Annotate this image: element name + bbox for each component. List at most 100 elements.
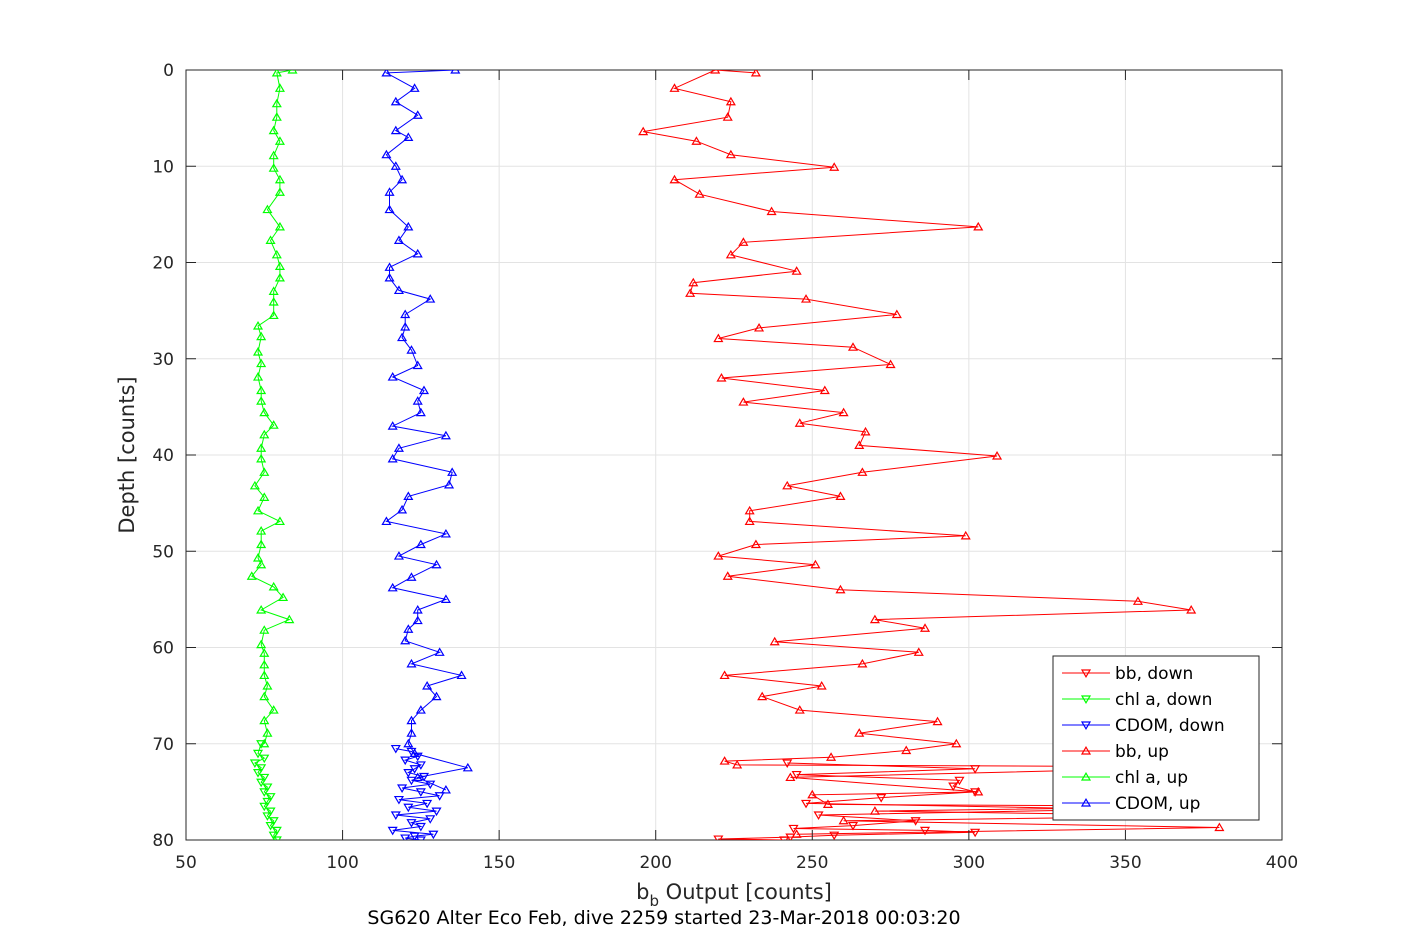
- data-point: [406, 715, 417, 725]
- data-point: [259, 715, 270, 725]
- series-line: [718, 762, 1126, 840]
- data-point: [960, 530, 971, 540]
- data-point: [278, 592, 289, 602]
- data-point: [412, 604, 423, 614]
- data-point: [268, 150, 279, 160]
- legend-item: chl a, down: [1062, 690, 1212, 710]
- data-point: [919, 623, 931, 632]
- data-point: [722, 571, 733, 580]
- data-point: [262, 204, 273, 214]
- data-point: [838, 407, 849, 417]
- data-point: [638, 126, 649, 136]
- data-point: [262, 681, 273, 690]
- data-point: [265, 793, 276, 802]
- data-point: [256, 453, 267, 463]
- data-point: [901, 745, 912, 755]
- data-point: [268, 581, 279, 591]
- y-tick-label: 0: [163, 61, 174, 81]
- data-point: [390, 96, 401, 106]
- y-tick-label: 20: [152, 254, 174, 274]
- figure-caption: SG620 Alter Eco Feb, dive 2259 started 2…: [367, 907, 960, 929]
- data-point: [256, 559, 267, 569]
- data-point: [409, 83, 420, 92]
- data-point: [788, 824, 799, 834]
- data-point: [440, 594, 451, 603]
- legend-swatch-marker: [1080, 695, 1092, 704]
- data-point: [766, 206, 777, 216]
- legend-swatch-marker: [1080, 798, 1092, 807]
- data-point: [807, 789, 818, 799]
- y-tick-label: 50: [152, 542, 174, 562]
- data-point: [406, 572, 417, 581]
- data-point: [829, 162, 840, 171]
- legend: bb, down chl a, down CDOM, down bb, up chl a…: [1052, 655, 1260, 821]
- y-tick-label: 80: [152, 831, 174, 851]
- data-point: [800, 294, 812, 303]
- data-point: [813, 811, 824, 820]
- data-point: [256, 358, 267, 368]
- data-point: [835, 584, 846, 594]
- data-point: [403, 738, 414, 748]
- data-point: [387, 582, 398, 592]
- data-point: [256, 764, 267, 773]
- data-point: [885, 359, 896, 369]
- data-point: [869, 614, 880, 624]
- legend-box: [1052, 655, 1260, 821]
- data-point: [948, 782, 959, 792]
- data-point: [694, 189, 705, 198]
- data-point: [256, 639, 267, 649]
- data-point: [252, 347, 264, 356]
- data-point: [428, 830, 439, 840]
- data-point: [422, 681, 433, 690]
- data-point: [265, 821, 276, 831]
- legend-label: chl a, up: [1115, 768, 1188, 788]
- data-point: [259, 492, 270, 501]
- data-point: [397, 504, 408, 514]
- data-point: [387, 372, 398, 381]
- series-3: [638, 70, 1225, 838]
- data-point: [262, 812, 273, 821]
- y-axis-label: Depth [counts]: [115, 376, 139, 533]
- data-point: [271, 826, 282, 836]
- data-point: [393, 443, 404, 452]
- data-point: [857, 467, 868, 476]
- data-point: [440, 784, 451, 794]
- data-point: [252, 553, 264, 562]
- data-point: [791, 829, 802, 838]
- data-point: [412, 248, 423, 258]
- data-point: [951, 738, 962, 748]
- data-point: [265, 807, 276, 817]
- data-point: [256, 443, 267, 452]
- data-point: [274, 136, 285, 145]
- data-point: [973, 786, 984, 796]
- data-point: [393, 551, 404, 560]
- data-point: [259, 659, 270, 669]
- data-point: [268, 296, 279, 306]
- data-point: [400, 635, 411, 645]
- data-point: [284, 614, 295, 624]
- legend-label: bb, up: [1115, 742, 1169, 762]
- data-point: [400, 322, 411, 331]
- data-point: [794, 418, 805, 427]
- data-point: [268, 705, 279, 714]
- data-point: [932, 716, 943, 726]
- data-point: [259, 802, 270, 812]
- data-point: [462, 762, 473, 772]
- series-line: [384, 70, 468, 791]
- data-point: [750, 539, 761, 549]
- data-point: [425, 780, 436, 790]
- legend-item: bb, down: [1062, 664, 1193, 684]
- data-point: [393, 235, 404, 244]
- data-point: [716, 373, 727, 382]
- data-point: [744, 505, 755, 515]
- data-point: [954, 776, 965, 786]
- data-point: [973, 221, 984, 231]
- data-point: [800, 799, 812, 809]
- data-point: [869, 806, 880, 815]
- data-point: [854, 440, 865, 449]
- data-point: [415, 705, 426, 714]
- data-point: [256, 331, 267, 341]
- data-point: [256, 539, 267, 549]
- data-point: [669, 174, 680, 184]
